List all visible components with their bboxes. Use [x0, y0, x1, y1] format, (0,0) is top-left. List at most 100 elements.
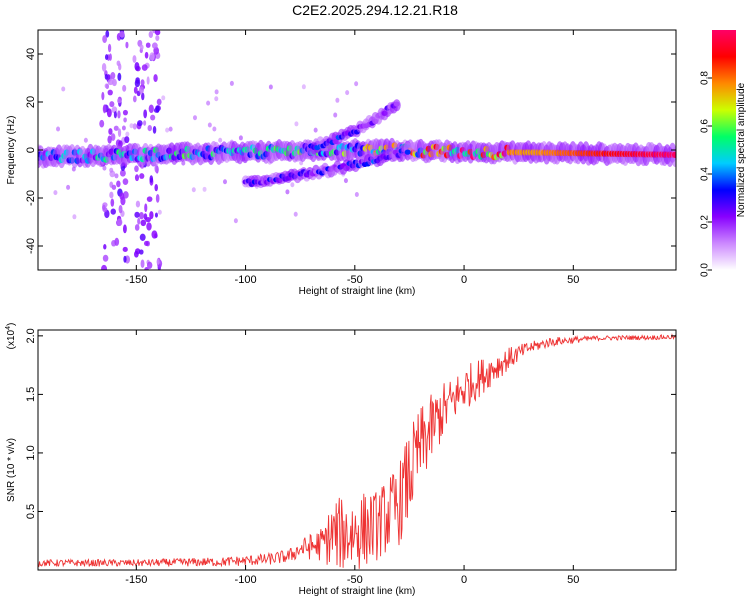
spectrogram-speck [109, 101, 115, 108]
spectrogram-speck [137, 120, 143, 127]
spectrogram-speck [123, 117, 127, 123]
x-tick-label: 50 [567, 274, 579, 286]
spectrogram-speck [301, 84, 306, 90]
spectrogram-speck [144, 51, 149, 59]
spectrogram-speck [125, 41, 129, 49]
colorbar [712, 30, 736, 270]
spectrogram-speck [114, 237, 120, 246]
spectrogram-speck [218, 137, 223, 143]
spectrogram-speck [132, 123, 137, 130]
spectrogram-speck [229, 80, 234, 86]
spectrogram-speck [192, 115, 197, 121]
spectrogram-speck [102, 204, 106, 211]
spectrogram-speck [102, 254, 109, 262]
spectrogram-speck [104, 73, 108, 80]
x-tick-label: -50 [347, 574, 363, 586]
y-tick-label: 40 [25, 48, 37, 60]
spectrogram-speck [149, 211, 154, 220]
spectrogram-speck [139, 212, 144, 220]
spectrogram-speck [144, 203, 148, 213]
spectrogram-speck [56, 126, 61, 132]
spectrogram-speck [151, 42, 158, 49]
spectrogram-speck [140, 79, 145, 86]
y-tick-label: 20 [25, 96, 37, 108]
spectrogram-speck [111, 184, 117, 190]
spectrogram-speck [202, 186, 207, 192]
spectrogram-speck [107, 78, 114, 86]
spectrogram-speck [116, 218, 123, 227]
spectrogram-speck [153, 74, 158, 83]
spectrogram-speck [109, 167, 114, 173]
spectrogram-speck [107, 135, 112, 144]
x-axis-label: Height of straight line (km) [299, 586, 416, 597]
spectrogram-speck [155, 35, 160, 42]
spectrogram-speck [152, 126, 157, 134]
x-axis-label: Height of straight line (km) [299, 286, 416, 297]
chart-title: C2E2.2025.294.12.21.R18 [292, 2, 458, 18]
spectrogram-speck [53, 190, 58, 196]
spectrogram-speck [133, 86, 138, 94]
spectrogram-speck [293, 211, 298, 217]
spectrogram-speck [105, 30, 110, 38]
x-tick-label: -100 [235, 274, 257, 286]
spectrogram-speck [143, 120, 147, 126]
y-tick-label: 1.0 [25, 445, 37, 460]
spectrogram-speck [107, 43, 112, 53]
spectrogram-speck [141, 92, 145, 101]
x-tick-label: 0 [461, 574, 467, 586]
spectrogram-speck [117, 128, 122, 138]
spectrogram-speck [290, 182, 295, 188]
spectrogram-speck [113, 125, 119, 131]
spectrogram-speck [214, 96, 219, 102]
spectrogram-speck [124, 136, 130, 144]
spectrogram-speck [122, 246, 128, 253]
x-tick-label: -150 [125, 574, 147, 586]
spectrogram-speck [117, 72, 122, 81]
y-tick-label: 0 [25, 147, 37, 153]
spectrogram-speck [134, 211, 140, 218]
spectrogram-speck [117, 98, 122, 104]
spectrogram-speck [140, 219, 147, 227]
spectrogram-speck [123, 255, 127, 263]
spectrogram-speck [345, 90, 350, 96]
spectrogram-speck [120, 196, 126, 206]
spectrogram-speck [145, 42, 151, 48]
spectrogram-speck [181, 160, 186, 166]
spectrogram-speck [154, 163, 158, 173]
spectrogram-speck [119, 169, 126, 177]
spectrogram-speck [101, 63, 107, 72]
colorbar-label: Normalized spectral amplitude [736, 82, 747, 217]
y-axis-label: Frequency (Hz) [6, 116, 17, 185]
y-tick-label: 2.0 [25, 328, 37, 343]
spectrogram-speck [132, 95, 137, 103]
spectrogram-speck [122, 84, 127, 92]
spectrogram-speck [148, 31, 154, 39]
spectrogram-speck [122, 191, 129, 199]
spectrogram-speck [66, 184, 71, 190]
spectrogram-speck [153, 46, 160, 55]
spectrogram-plot [38, 30, 676, 270]
spectrogram-speck [154, 183, 158, 192]
spectrogram-speck [135, 200, 141, 208]
spectrogram-speck [103, 244, 107, 250]
spectrogram-speck [155, 193, 160, 203]
spectrogram-speck [99, 119, 105, 128]
y-tick-label: -40 [25, 238, 37, 254]
spectrogram-speck [139, 44, 144, 51]
spectrogram-speck [335, 97, 340, 103]
spectrogram-speck [72, 214, 77, 220]
y-tick-label: 0.5 [25, 504, 37, 519]
spectrogram-speck [116, 180, 121, 188]
y-axis-label: SNR (10 * v/v) [6, 438, 17, 502]
y-tick-label: 1.5 [25, 387, 37, 402]
snr-frame [37, 329, 677, 571]
spectrogram-speck [61, 86, 66, 92]
spectrogram-speck [155, 105, 160, 113]
snr-series-line [37, 333, 677, 569]
y-scale-base: (x10 [6, 329, 17, 349]
spectrogram-speck [333, 112, 338, 118]
x-tick-label: 0 [461, 274, 467, 286]
spectrogram-speck [104, 54, 109, 61]
spectrogram-speck [137, 217, 141, 225]
spectrogram-speck [222, 179, 227, 185]
